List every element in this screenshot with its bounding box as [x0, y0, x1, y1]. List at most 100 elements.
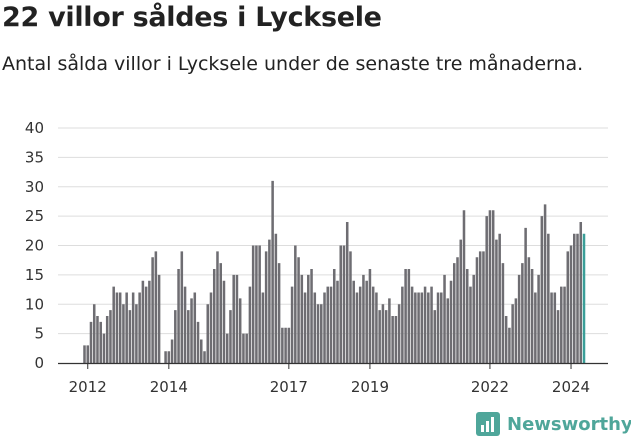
bar: [200, 339, 203, 363]
bar: [131, 292, 135, 363]
bar: [290, 286, 294, 363]
bar: [245, 333, 248, 363]
bar: [375, 292, 378, 363]
bar: [128, 310, 132, 363]
bar: [537, 274, 540, 363]
bar: [446, 298, 450, 363]
bar: [287, 327, 291, 363]
bar: [478, 251, 482, 363]
bar: [573, 233, 576, 363]
bar: [336, 280, 339, 363]
bar: [313, 292, 317, 363]
bar: [209, 292, 213, 363]
bar: [264, 251, 268, 363]
bar: [362, 274, 365, 363]
bar: [534, 292, 537, 363]
bar: [388, 298, 391, 363]
bar: [284, 327, 287, 363]
bar: [530, 269, 534, 363]
bar: [268, 239, 271, 363]
bar: [105, 316, 109, 363]
bar: [303, 292, 307, 363]
bar: [167, 351, 171, 363]
bar: [342, 245, 346, 363]
bar: [274, 233, 278, 363]
bar: [352, 280, 355, 363]
x-tick-label: 2022: [471, 378, 509, 396]
brand-name: Newsworthy: [507, 413, 631, 435]
bar: [579, 222, 583, 363]
bar: [462, 210, 466, 363]
bar: [170, 339, 174, 363]
bar: [125, 292, 128, 363]
bar: [355, 292, 359, 363]
annotations: 22: [595, 0, 617, 5]
bar: [148, 280, 151, 363]
bar: [407, 269, 411, 363]
bar: [174, 310, 177, 363]
bar: [242, 333, 245, 363]
bar: [326, 286, 330, 363]
bar: [235, 274, 239, 363]
bar: [511, 304, 514, 363]
y-tick-label: 10: [25, 295, 44, 313]
bar: [514, 298, 518, 363]
bar: [472, 274, 475, 363]
bar: [141, 280, 145, 363]
bar: [440, 292, 443, 363]
bar: [482, 251, 485, 363]
bar: [187, 310, 190, 363]
bar: [206, 304, 210, 363]
x-tick-label: 2017: [270, 378, 308, 396]
bar: [394, 316, 398, 363]
bar: [378, 310, 381, 363]
bar: [414, 292, 417, 363]
bar: [255, 245, 258, 363]
bar: [83, 345, 86, 363]
bar: [556, 310, 560, 363]
bar: [203, 351, 206, 363]
bar: [109, 310, 112, 363]
bar: [550, 292, 553, 363]
bar: [258, 245, 261, 363]
bar: [102, 333, 106, 363]
bar: [323, 292, 326, 363]
bar: [222, 280, 226, 363]
y-tick-label: 35: [25, 148, 44, 166]
bar: [164, 351, 167, 363]
bar: [553, 292, 557, 363]
y-tick-label: 20: [25, 237, 44, 255]
bar: [349, 251, 352, 363]
bar: [433, 310, 437, 363]
bar: [417, 292, 420, 363]
bar: [488, 210, 492, 363]
y-tick-label: 15: [25, 266, 44, 284]
bar: [151, 257, 154, 363]
y-tick-label: 25: [25, 207, 44, 225]
x-tick-label: 2012: [69, 378, 107, 396]
brand-logo: Newsworthy: [476, 410, 631, 438]
bar: [427, 292, 430, 363]
bar: [229, 310, 232, 363]
bar: [232, 274, 235, 363]
x-tick-label: 2024: [552, 378, 590, 396]
bar: [180, 251, 184, 363]
bar: [86, 345, 90, 363]
bar: [485, 216, 488, 363]
bar: [469, 286, 472, 363]
bar: [225, 333, 229, 363]
bar: [358, 286, 362, 363]
bar: [193, 292, 197, 363]
bar: [118, 292, 122, 363]
bar: [420, 292, 424, 363]
bars: [83, 180, 586, 363]
bar: [436, 292, 440, 363]
bar: [397, 304, 401, 363]
bar: [371, 286, 375, 363]
bar: [329, 286, 333, 363]
y-tick-label: 5: [34, 325, 44, 343]
bar: [547, 233, 550, 363]
bar: [251, 245, 255, 363]
bar: [423, 286, 427, 363]
x-tick-label: 2014: [150, 378, 188, 396]
